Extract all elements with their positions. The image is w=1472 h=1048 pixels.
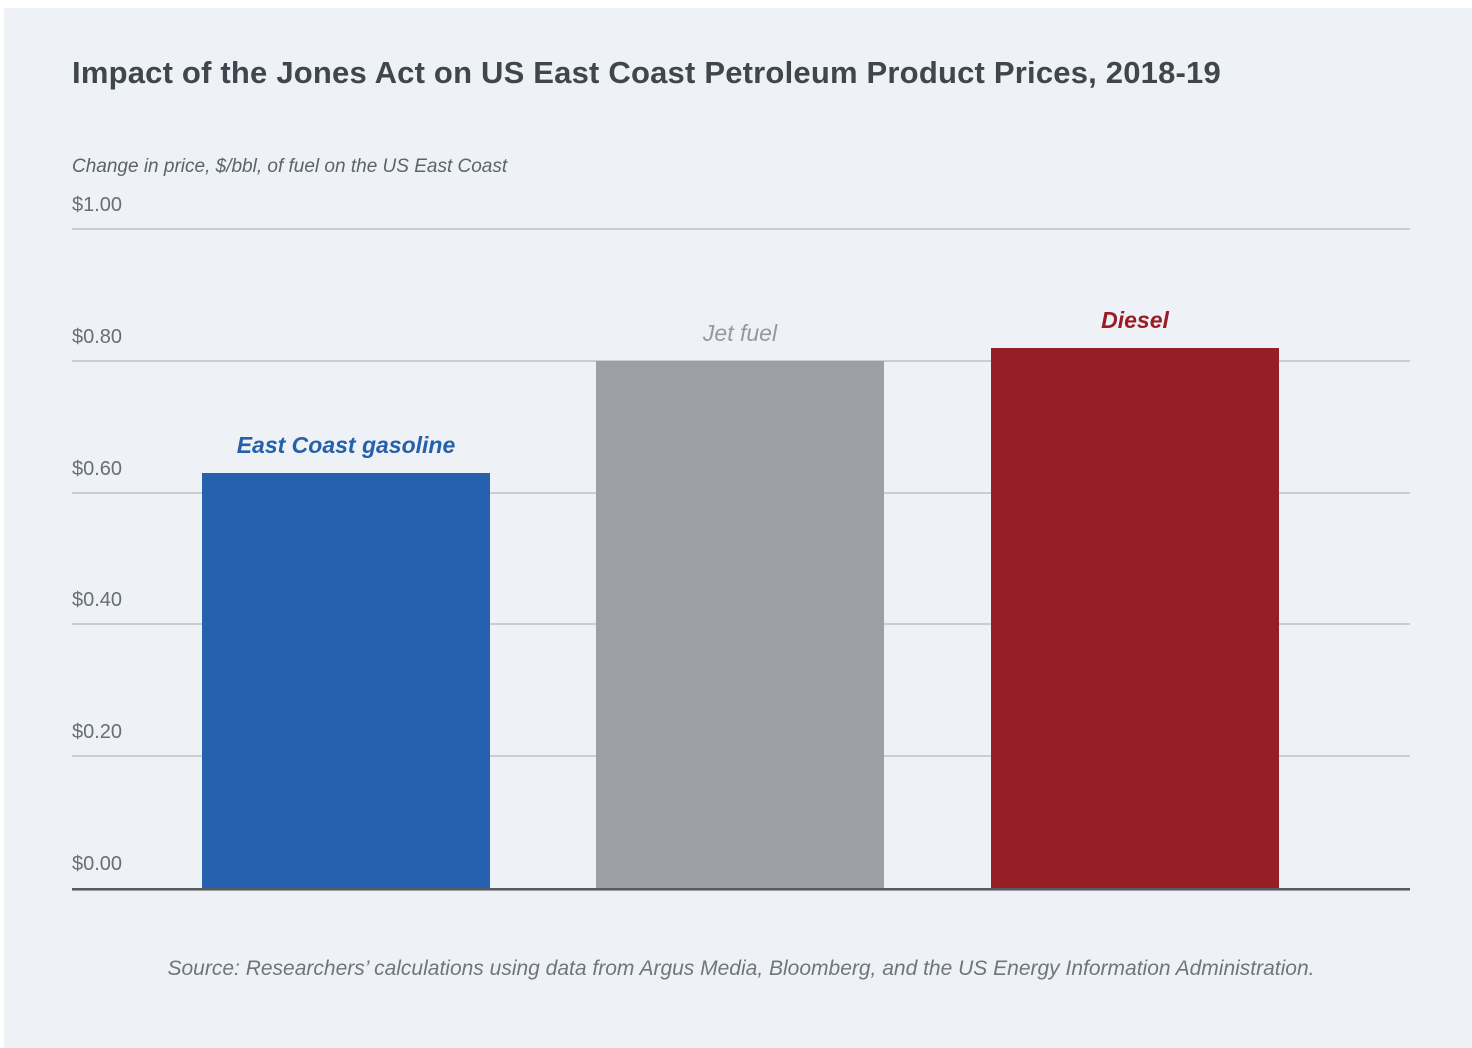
y-tick-label: $0.80 xyxy=(72,325,123,348)
y-tick-label: $0.00 xyxy=(72,853,123,875)
bar-jet-fuel xyxy=(596,360,884,888)
y-tick-label: $0.20 xyxy=(72,721,123,744)
gridline xyxy=(72,228,1410,230)
y-tick-label: $0.40 xyxy=(72,589,123,612)
gridline xyxy=(72,359,1410,362)
y-tick-label: $1.00 xyxy=(72,194,123,216)
chart-title: Impact of the Jones Act on US East Coast… xyxy=(72,55,1221,90)
source-note: Source: Researchers’ calculations using … xyxy=(167,957,1315,980)
bar-label: East Coast gasoline xyxy=(236,431,456,458)
bar-chart-plot-area: $0.00 $0.20 $0.40 $0.60 $0.80 $1.00 East Coast… xyxy=(72,195,1410,890)
bar-label: Diesel xyxy=(1101,306,1169,333)
y-tick-label: $0.60 xyxy=(72,457,123,480)
bar-east-coast-gasoline xyxy=(202,472,490,888)
bar-label: Jet fuel xyxy=(702,319,778,346)
chart-subtitle: Change in price, $/bbl, of fuel on the U… xyxy=(72,156,508,177)
bar-diesel xyxy=(991,347,1279,888)
figure-panel: Impact of the Jones Act on US East Coast… xyxy=(4,8,1472,1048)
x-axis-line xyxy=(72,888,1410,890)
